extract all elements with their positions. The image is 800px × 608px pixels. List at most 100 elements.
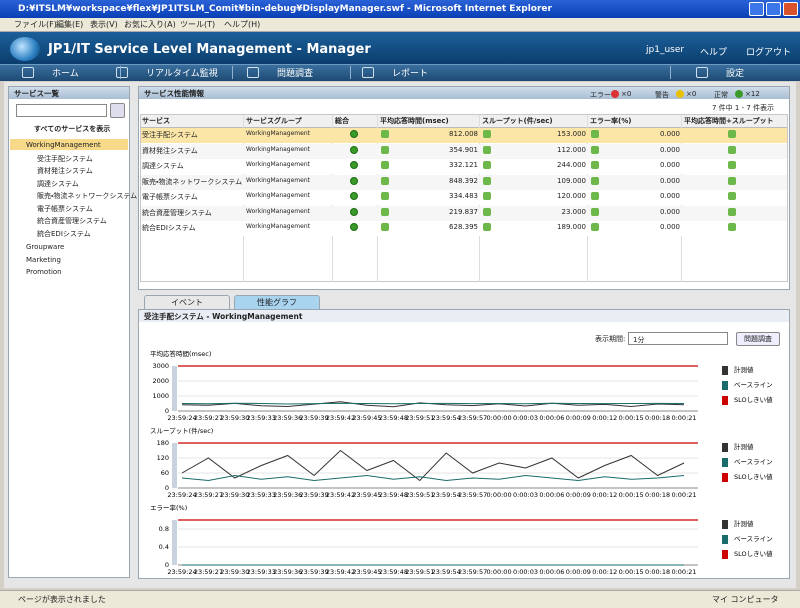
trend-icon [483, 145, 491, 154]
x-tick-label: 23:59:42 [326, 491, 355, 499]
table-row[interactable] [141, 205, 787, 221]
x-tick-label: 0:00:03 [513, 491, 538, 499]
trend-icon [483, 161, 491, 169]
tree-item[interactable]: 統合EDIシステム [37, 229, 91, 238]
series-line [181, 449, 685, 482]
column-header[interactable]: サービスグループ [246, 117, 302, 125]
table-cell: WorkingManagement [246, 130, 310, 137]
tree-selected [10, 139, 128, 150]
x-tick-label: 23:59:39 [300, 414, 329, 422]
menu-item[interactable]: お気に入り(A) [124, 20, 176, 29]
trend-icon [728, 176, 736, 185]
nav-item[interactable]: 問題調査 [277, 69, 314, 79]
y-tick-label: 0 [165, 484, 169, 492]
tree-group[interactable]: Promotion [26, 268, 62, 276]
y-tick-label: 180 [157, 439, 169, 447]
menu-item[interactable]: 表示(V) [90, 20, 118, 29]
y-tick-label: 3000 [152, 362, 169, 370]
nav-separator [232, 66, 233, 79]
tree-item[interactable]: 販売・物流ネットワークシステム [37, 192, 138, 200]
tree-item[interactable]: 資材発注システム [37, 167, 93, 175]
menu-item[interactable]: ツール(T) [180, 20, 216, 29]
tab[interactable]: 性能グラフ [234, 295, 320, 309]
column-header[interactable]: エラー率(%) [590, 117, 632, 125]
nav-icon [247, 67, 259, 78]
table-cell: 628.395 [449, 223, 478, 231]
table-row[interactable] [141, 190, 787, 205]
graph-panel: 受注手配システム - WorkingManagement [138, 309, 790, 579]
column-header[interactable]: スループット(件/sec) [482, 117, 553, 125]
trend-icon [483, 192, 491, 200]
status-count: ×0 [621, 90, 632, 98]
tree-group[interactable]: Groupware [26, 243, 65, 251]
table-cell: 統合資産管理システム [142, 208, 212, 217]
column-header[interactable]: 平均応答時間+スループット [684, 117, 774, 125]
table-cell: 0.000 [659, 145, 680, 154]
table-cell: 120.000 [557, 192, 586, 200]
close-button[interactable] [783, 2, 798, 16]
search-input[interactable] [16, 104, 107, 117]
menu-bar [0, 18, 800, 32]
status-icon [350, 145, 358, 154]
column-header[interactable]: 総合 [335, 117, 349, 125]
table-cell: 調達システム [142, 162, 184, 170]
table-cell: 334.483 [449, 192, 478, 200]
menu-item[interactable]: 編集(E) [56, 20, 84, 29]
help-link[interactable]: ヘルプ [700, 48, 728, 58]
tree-item[interactable]: 電子帳票システム [37, 204, 93, 213]
legend-swatch [722, 396, 728, 405]
trend-icon [483, 176, 491, 185]
trend-icon [591, 130, 599, 138]
show-all-link[interactable]: すべてのサービスを表示 [34, 125, 111, 133]
tree-item[interactable]: 統合資産管理システム [37, 217, 107, 225]
x-tick-label: 0:00:09 [566, 491, 591, 499]
tree-item[interactable]: 受注手配システム [37, 154, 93, 163]
column-header[interactable]: サービス [142, 117, 170, 125]
minimize-button[interactable] [749, 2, 764, 16]
nav-separator [670, 66, 671, 79]
x-tick-label: 23:59:45 [352, 414, 381, 422]
y-tick-label: 0.8 [159, 525, 169, 533]
table-row[interactable] [141, 221, 787, 236]
maximize-button[interactable] [766, 2, 781, 16]
table-cell: 販売・物流ネットワークシステム [142, 177, 243, 186]
column-header[interactable]: 平均応答時間(msec) [380, 117, 449, 125]
x-tick-label: 0:00:09 [566, 414, 591, 422]
nav-item[interactable]: 設定 [726, 69, 745, 79]
x-tick-label: 0:00:12 [592, 491, 617, 499]
x-tick-label: 23:59:36 [273, 568, 302, 576]
x-tick-label: 23:59:54 [432, 491, 461, 499]
charts: 平均応答時間(msec)010002000300023:59:2423:59:2… [150, 349, 773, 576]
period-select[interactable]: 1分 [628, 332, 728, 345]
y-tick-label: 0.4 [159, 543, 169, 551]
legend-label: SLOしきい値 [734, 549, 773, 558]
menu-item[interactable]: ファイル(F) [14, 20, 57, 29]
tab[interactable]: イベント [144, 295, 230, 309]
investigate-button[interactable]: 問題調査 [736, 332, 780, 346]
table-row[interactable] [141, 159, 787, 174]
status-icon [350, 130, 358, 138]
y-tick-label: 2000 [152, 377, 169, 385]
series-line [181, 402, 685, 405]
menu-item[interactable]: ヘルプ(H) [224, 20, 261, 29]
logout-link[interactable]: ログアウト [746, 48, 792, 58]
service-panel-title: サービス性能情報 [139, 87, 789, 99]
search-button[interactable] [110, 103, 125, 118]
table-row[interactable] [141, 174, 787, 190]
nav-item[interactable]: ホーム [52, 69, 79, 79]
nav-item[interactable]: レポート [392, 69, 429, 79]
scroll-strip [172, 443, 177, 488]
table-row[interactable] [141, 143, 787, 159]
tree-item[interactable]: 調達システム [37, 179, 79, 188]
trend-icon [483, 223, 491, 231]
table-row[interactable] [141, 128, 787, 143]
legend-label: ベースライン [734, 535, 773, 543]
tree-group[interactable]: Marketing [26, 255, 61, 264]
status-bar [0, 590, 800, 608]
x-tick-label: 23:59:30 [220, 491, 249, 499]
window-title: D:¥ITSLM¥workspace¥flex¥JP1ITSLM_Comit¥b… [0, 0, 800, 18]
tree-group[interactable]: WorkingManagement [26, 141, 101, 149]
nav-item[interactable]: リアルタイム監視 [146, 69, 218, 79]
x-tick-label: 0:00:18 [645, 491, 670, 499]
trend-icon [381, 145, 389, 154]
